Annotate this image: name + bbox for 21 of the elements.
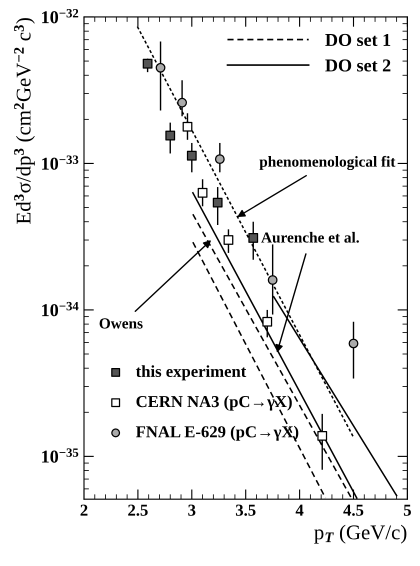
legend-label: this experiment: [136, 365, 246, 380]
text: Ed$^{3}$σ/dp$^{3}$ (cm$^{2}$GeV$^{−2}$ c$^{3}$): [14, 18, 35, 224]
legend-label: DO set 1: [325, 34, 390, 46]
x-tick-label: 5: [404, 504, 411, 516]
x-tick-label: 4: [296, 504, 304, 516]
annotation: phenomenological fit: [259, 156, 396, 170]
x-tick-label: 2.5: [128, 504, 148, 516]
x-tick-label: 4.5: [343, 504, 364, 516]
y-tick-label: 10$^{−35}$: [42, 448, 78, 463]
annotation: Owens: [100, 318, 143, 329]
legend-label: FNAL E-629 (pC→γX): [136, 426, 298, 441]
annotation: Aurenche et al.: [261, 232, 359, 243]
legend-label: CERN NA3 (pC→γX): [136, 395, 292, 411]
x-axis-title: p$_{T}$ (GeV/c): [314, 524, 406, 544]
y-tick-label: 10$^{−34}$: [42, 302, 78, 316]
y-tick-label: 10$^{−33}$: [42, 155, 78, 170]
y-tick-label: 10$^{−32}$: [42, 8, 78, 24]
x-tick-label: 2: [80, 504, 88, 516]
legend-label: DO set 2: [325, 59, 390, 72]
x-tick-label: 3: [188, 504, 196, 516]
x-tick-label: 3.5: [236, 504, 256, 516]
